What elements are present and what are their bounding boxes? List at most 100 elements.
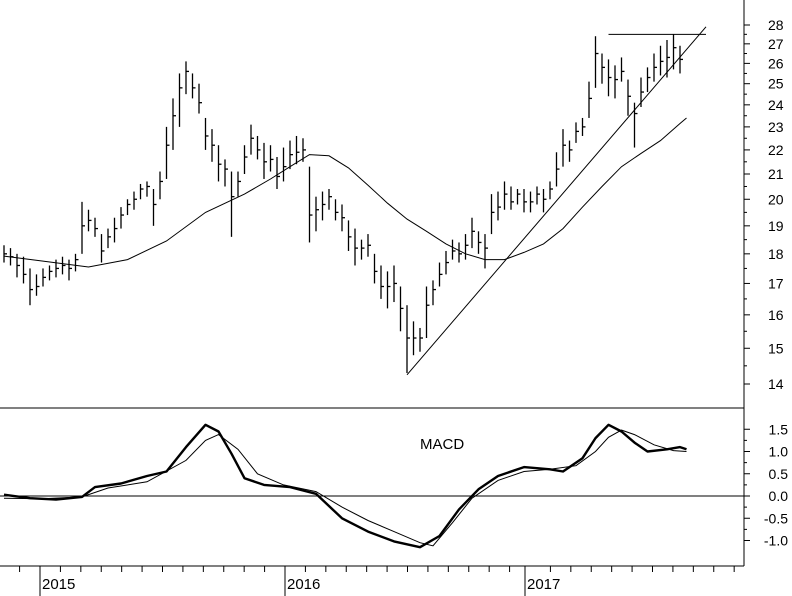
- year-label: 2016: [287, 576, 320, 593]
- price-bar: [146, 181, 150, 197]
- price-bar: [360, 239, 365, 260]
- price-bar: [269, 145, 274, 172]
- price-bar: [419, 327, 423, 352]
- price-bar: [100, 234, 105, 263]
- price-bar: [256, 135, 261, 160]
- price-bar: [672, 34, 677, 70]
- price-moving-average-line: [3, 117, 687, 268]
- price-bar: [425, 286, 430, 339]
- price-y-tick-label: 24: [768, 97, 784, 113]
- price-bar: [484, 234, 488, 269]
- price-bar: [29, 268, 33, 306]
- price-bar: [451, 239, 456, 260]
- price-bar: [159, 171, 163, 200]
- price-bar: [172, 98, 176, 150]
- price-y-tick-label: 20: [768, 191, 784, 207]
- price-bar: [35, 274, 40, 296]
- price-bar: [601, 53, 605, 84]
- price-bar: [3, 245, 7, 263]
- price-bar: [237, 171, 241, 197]
- price-bar: [328, 189, 332, 210]
- price-bar: [191, 73, 196, 99]
- price-bar: [321, 191, 326, 221]
- price-y-tick-label: 15: [768, 340, 784, 356]
- price-bar: [568, 140, 573, 162]
- price-y-tick-label: 16: [768, 307, 784, 323]
- price-bar: [653, 53, 657, 82]
- price-bar: [562, 129, 566, 167]
- price-bar: [542, 189, 547, 213]
- price-y-tick-label: 23: [768, 119, 784, 135]
- macd-y-axis: -1.0 -0.5 0.0 0.5 1.0 1.5: [744, 421, 789, 549]
- price-bar: [679, 45, 683, 74]
- price-bar: [607, 59, 612, 97]
- price-bar: [516, 189, 521, 205]
- price-bar: [126, 199, 131, 216]
- macd-line: [3, 423, 687, 549]
- price-bar: [614, 65, 618, 99]
- price-bar: [588, 81, 592, 118]
- price-bar: [646, 67, 651, 93]
- price-y-tick-label: 17: [768, 275, 784, 291]
- price-bar: [243, 145, 248, 174]
- price-bar: [399, 286, 404, 332]
- price-bar: [87, 209, 92, 232]
- macd-y-tick-label: -0.5: [764, 510, 788, 526]
- price-bar: [347, 220, 352, 251]
- price-bar: [334, 199, 339, 221]
- price-y-tick-label: 27: [768, 36, 784, 52]
- price-y-tick-label: 28: [768, 17, 784, 33]
- year-label: 2017: [527, 576, 560, 593]
- price-bar: [185, 61, 189, 95]
- price-bar: [133, 191, 137, 210]
- price-bar: [549, 181, 553, 200]
- price-bar: [529, 191, 534, 213]
- price-bar: [393, 265, 397, 303]
- price-bar: [289, 140, 293, 170]
- price-bar: [555, 152, 560, 187]
- price-bar: [594, 36, 599, 88]
- price-y-tick-label: 19: [768, 218, 784, 234]
- price-bar: [302, 138, 306, 162]
- price-bar: [523, 189, 527, 213]
- price-bar: [48, 265, 53, 281]
- x-axis: 2015 2016 2017: [19, 566, 735, 596]
- macd-panel: MACD: [0, 423, 744, 549]
- price-bar: [464, 234, 469, 260]
- support-trendline: [406, 26, 707, 376]
- price-bar: [165, 126, 170, 179]
- price-bar: [581, 117, 586, 136]
- macd-y-tick-label: 0.0: [769, 488, 789, 504]
- price-bar: [107, 228, 111, 249]
- price-bar: [659, 45, 664, 76]
- price-bar: [42, 268, 46, 287]
- price-bar: [68, 259, 72, 281]
- macd-y-tick-label: 0.5: [769, 466, 789, 482]
- price-bar: [22, 256, 27, 284]
- price-bar: [386, 271, 391, 309]
- price-bar: [211, 129, 215, 162]
- price-bar: [503, 181, 508, 210]
- price-bar: [627, 79, 631, 116]
- price-bar: [120, 207, 124, 229]
- price-y-tick-label: 25: [768, 76, 784, 92]
- price-bar: [81, 201, 85, 254]
- price-bar: [354, 228, 358, 266]
- price-bar: [224, 159, 228, 187]
- macd-signal-line: [3, 429, 687, 547]
- price-bar: [263, 142, 267, 179]
- macd-y-tick-label: 1.5: [769, 421, 789, 437]
- price-bar: [575, 122, 579, 143]
- price-bar: [152, 189, 157, 226]
- price-bar: [55, 259, 59, 278]
- price-bar: [666, 40, 670, 78]
- price-bar: [445, 250, 449, 275]
- price-bar: [536, 186, 540, 205]
- price-bar: [282, 147, 287, 182]
- price-bar: [458, 242, 462, 263]
- price-y-axis: 14 15 16 17 18 19 20 21 22 23 24 25 26 27 28: [744, 17, 784, 392]
- price-y-tick-label: 22: [768, 142, 784, 158]
- price-bar: [198, 83, 202, 114]
- price-bar: [367, 234, 371, 257]
